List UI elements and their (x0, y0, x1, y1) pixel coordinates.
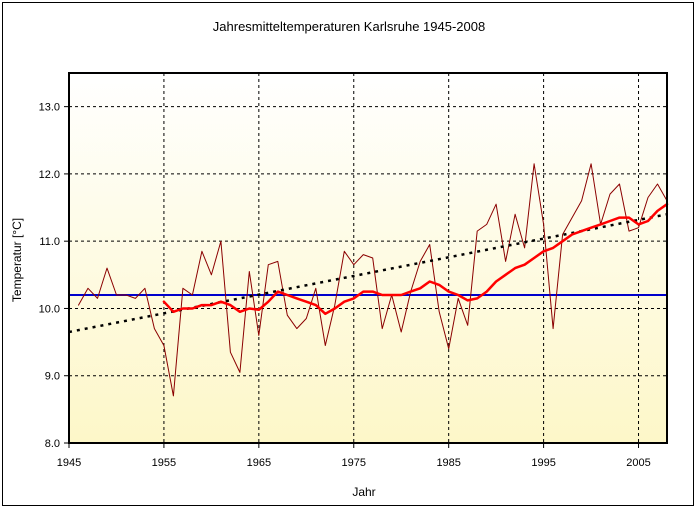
series-moving-average-line (162, 202, 669, 316)
y-tick-label: 11.0 (39, 236, 60, 248)
x-tick-label: 1975 (342, 457, 366, 469)
x-tick-label: 1945 (57, 457, 81, 469)
x-axis-label: Jahr (352, 485, 375, 499)
gridlines (69, 73, 667, 443)
y-tick-label: 12.0 (39, 169, 60, 181)
x-tick-label: 1955 (152, 457, 176, 469)
x-tick-label: 1965 (247, 457, 271, 469)
series-annual-line (78, 163, 668, 397)
series-trend-line (68, 213, 668, 334)
plot-area (69, 73, 667, 443)
y-tick-label: 8.0 (45, 438, 60, 450)
series-layer (68, 163, 669, 397)
x-tick-label: 2005 (626, 457, 650, 469)
y-axis-ticks: 8.0 9.0 10.0 11.0 12.0 13.0 (39, 102, 69, 450)
x-axis-ticks: 1945 1955 1965 1975 1985 1995 2005 (57, 443, 651, 469)
y-tick-label: 10.0 (39, 303, 60, 315)
y-tick-label: 9.0 (45, 371, 60, 383)
x-tick-label: 1995 (531, 457, 555, 469)
plot-border (68, 72, 668, 444)
chart-title: Jahresmitteltemperaturen Karlsruhe 1945-… (213, 19, 485, 34)
y-tick-label: 13.0 (39, 102, 60, 114)
x-tick-label: 1985 (436, 457, 460, 469)
y-axis-label: Temperatur [°C] (10, 218, 24, 302)
